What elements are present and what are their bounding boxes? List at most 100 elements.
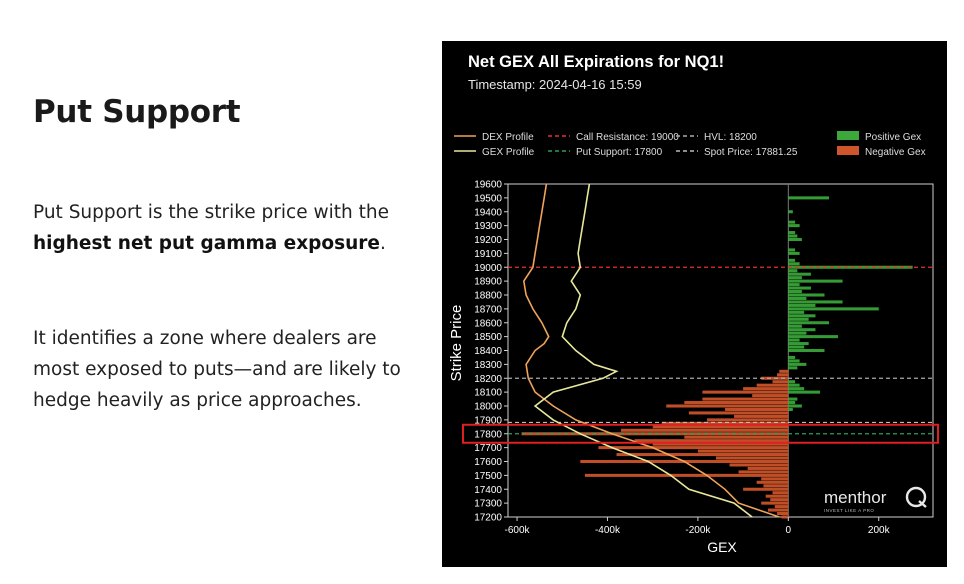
gex-bar (772, 380, 789, 384)
legend-label: Spot Price: 17881.25 (704, 147, 798, 158)
gex-bar (756, 480, 789, 484)
y-tick-label: 17900 (474, 415, 502, 426)
legend-label: Positive Gex (865, 132, 921, 143)
explanation-paragraph: It identifies a zone where dealers are m… (33, 328, 401, 411)
y-tick-label: 19400 (474, 207, 502, 218)
gex-bar (788, 342, 809, 346)
chart-legend: DEX Profile Call Resistance: 19000 HVL: 18… (454, 131, 926, 158)
y-tick-label: 19200 (474, 235, 502, 246)
gex-bar (621, 428, 789, 432)
gex-bar (788, 237, 802, 242)
gex-chart: Net GEX All Expirations for NQ1! Timesta… (448, 53, 939, 555)
gex-bar (788, 220, 796, 224)
gex-bar (765, 494, 789, 498)
legend-swatch (837, 146, 859, 155)
gex-bar (788, 397, 798, 401)
gex-bar (777, 373, 789, 377)
gex-bar (788, 338, 800, 342)
gex-bar (788, 331, 807, 335)
put-support-highlight-box (462, 423, 939, 444)
y-tick-label: 18600 (474, 318, 502, 329)
gex-bar (521, 432, 789, 436)
gex-bar (788, 380, 796, 384)
y-tick-label: 17700 (474, 443, 502, 454)
gex-bar (788, 269, 798, 273)
y-tick-label: 19000 (474, 263, 502, 274)
gex-bar (702, 397, 789, 401)
y-tick-label: 18800 (474, 291, 502, 302)
gex-bar (788, 401, 796, 405)
gex-bar (788, 324, 802, 328)
gex-bar (788, 407, 793, 411)
gex-bar (788, 328, 816, 332)
gex-bar (747, 466, 789, 470)
gex-bar (706, 418, 789, 422)
gex-bar (752, 394, 789, 398)
gex-bar (788, 355, 796, 359)
definition-emphasis: highest net put gamma exposure (33, 233, 380, 254)
gex-bar (684, 401, 789, 405)
gex-bar (788, 307, 879, 311)
legend-label: Call Resistance: 19000 (576, 132, 679, 143)
y-tick-label: 17800 (474, 429, 502, 440)
gex-bar (788, 390, 820, 394)
logo-tagline: INVEST LIKE A PRO (824, 508, 874, 513)
gex-bar (788, 310, 805, 314)
page-title: Put Support (33, 94, 241, 130)
gex-bar (788, 272, 811, 276)
gex-bar (788, 234, 798, 238)
y-tick-label: 19100 (474, 249, 502, 260)
gex-bar (788, 321, 830, 325)
gex-bar (774, 505, 789, 509)
gex-bar (738, 470, 789, 474)
gex-bar (788, 262, 800, 266)
chart-subtitle: Timestamp: 2024-04-16 15:59 (468, 77, 642, 92)
legend-label: GEX Profile (482, 147, 535, 158)
plot-area (462, 183, 939, 519)
y-tick-label: 17400 (474, 485, 502, 496)
y-tick-label: 17200 (474, 513, 502, 524)
gex-bar (584, 473, 789, 477)
y-tick-label: 18200 (474, 374, 502, 385)
gex-bar (770, 498, 789, 502)
gex-bar (666, 404, 789, 408)
gex-bar (743, 487, 789, 491)
logo-q-icon (905, 486, 927, 508)
legend-label: DEX Profile (482, 132, 534, 143)
gex-bar (763, 484, 789, 488)
x-tick-label: -600k (505, 525, 531, 536)
gex-bar (761, 501, 789, 505)
gex-bar (788, 293, 825, 297)
gex-bar (688, 411, 789, 415)
y-axis-label: Strike Price (448, 305, 465, 382)
gex-bar (788, 359, 800, 363)
gex-bar (756, 383, 789, 387)
gex-bar (788, 231, 796, 235)
gex-bar (661, 421, 789, 425)
legend-swatch (837, 131, 859, 140)
gex-bar (761, 477, 789, 481)
gex-bar (788, 296, 807, 300)
gex-bar (788, 387, 805, 391)
definition-text: Put Support is the strike price with the (33, 202, 389, 223)
gex-bar (788, 362, 807, 366)
chart-axes: 17200 17300 17400 17500 17600 17700 17800 17900… (474, 180, 890, 537)
x-tick-label: 0 (786, 525, 792, 536)
gex-bar (788, 251, 800, 255)
y-tick-label: 18400 (474, 346, 502, 357)
y-tick-label: 17500 (474, 471, 502, 482)
gex-bar (725, 407, 789, 411)
gex-bar (788, 345, 805, 349)
y-tick-label: 17300 (474, 499, 502, 510)
gex-bar (788, 290, 802, 294)
gex-bar (788, 335, 839, 339)
gex-bar (684, 435, 789, 439)
gex-bar (634, 439, 789, 443)
logo-q-tail (918, 500, 927, 508)
x-axis-label: GEX (707, 539, 737, 555)
gex-bar (734, 414, 789, 418)
y-tick-label: 17600 (474, 457, 502, 468)
gex-bar (788, 210, 793, 214)
chart-title: Net GEX All Expirations for NQ1! (468, 53, 724, 71)
gex-bar (652, 442, 789, 446)
